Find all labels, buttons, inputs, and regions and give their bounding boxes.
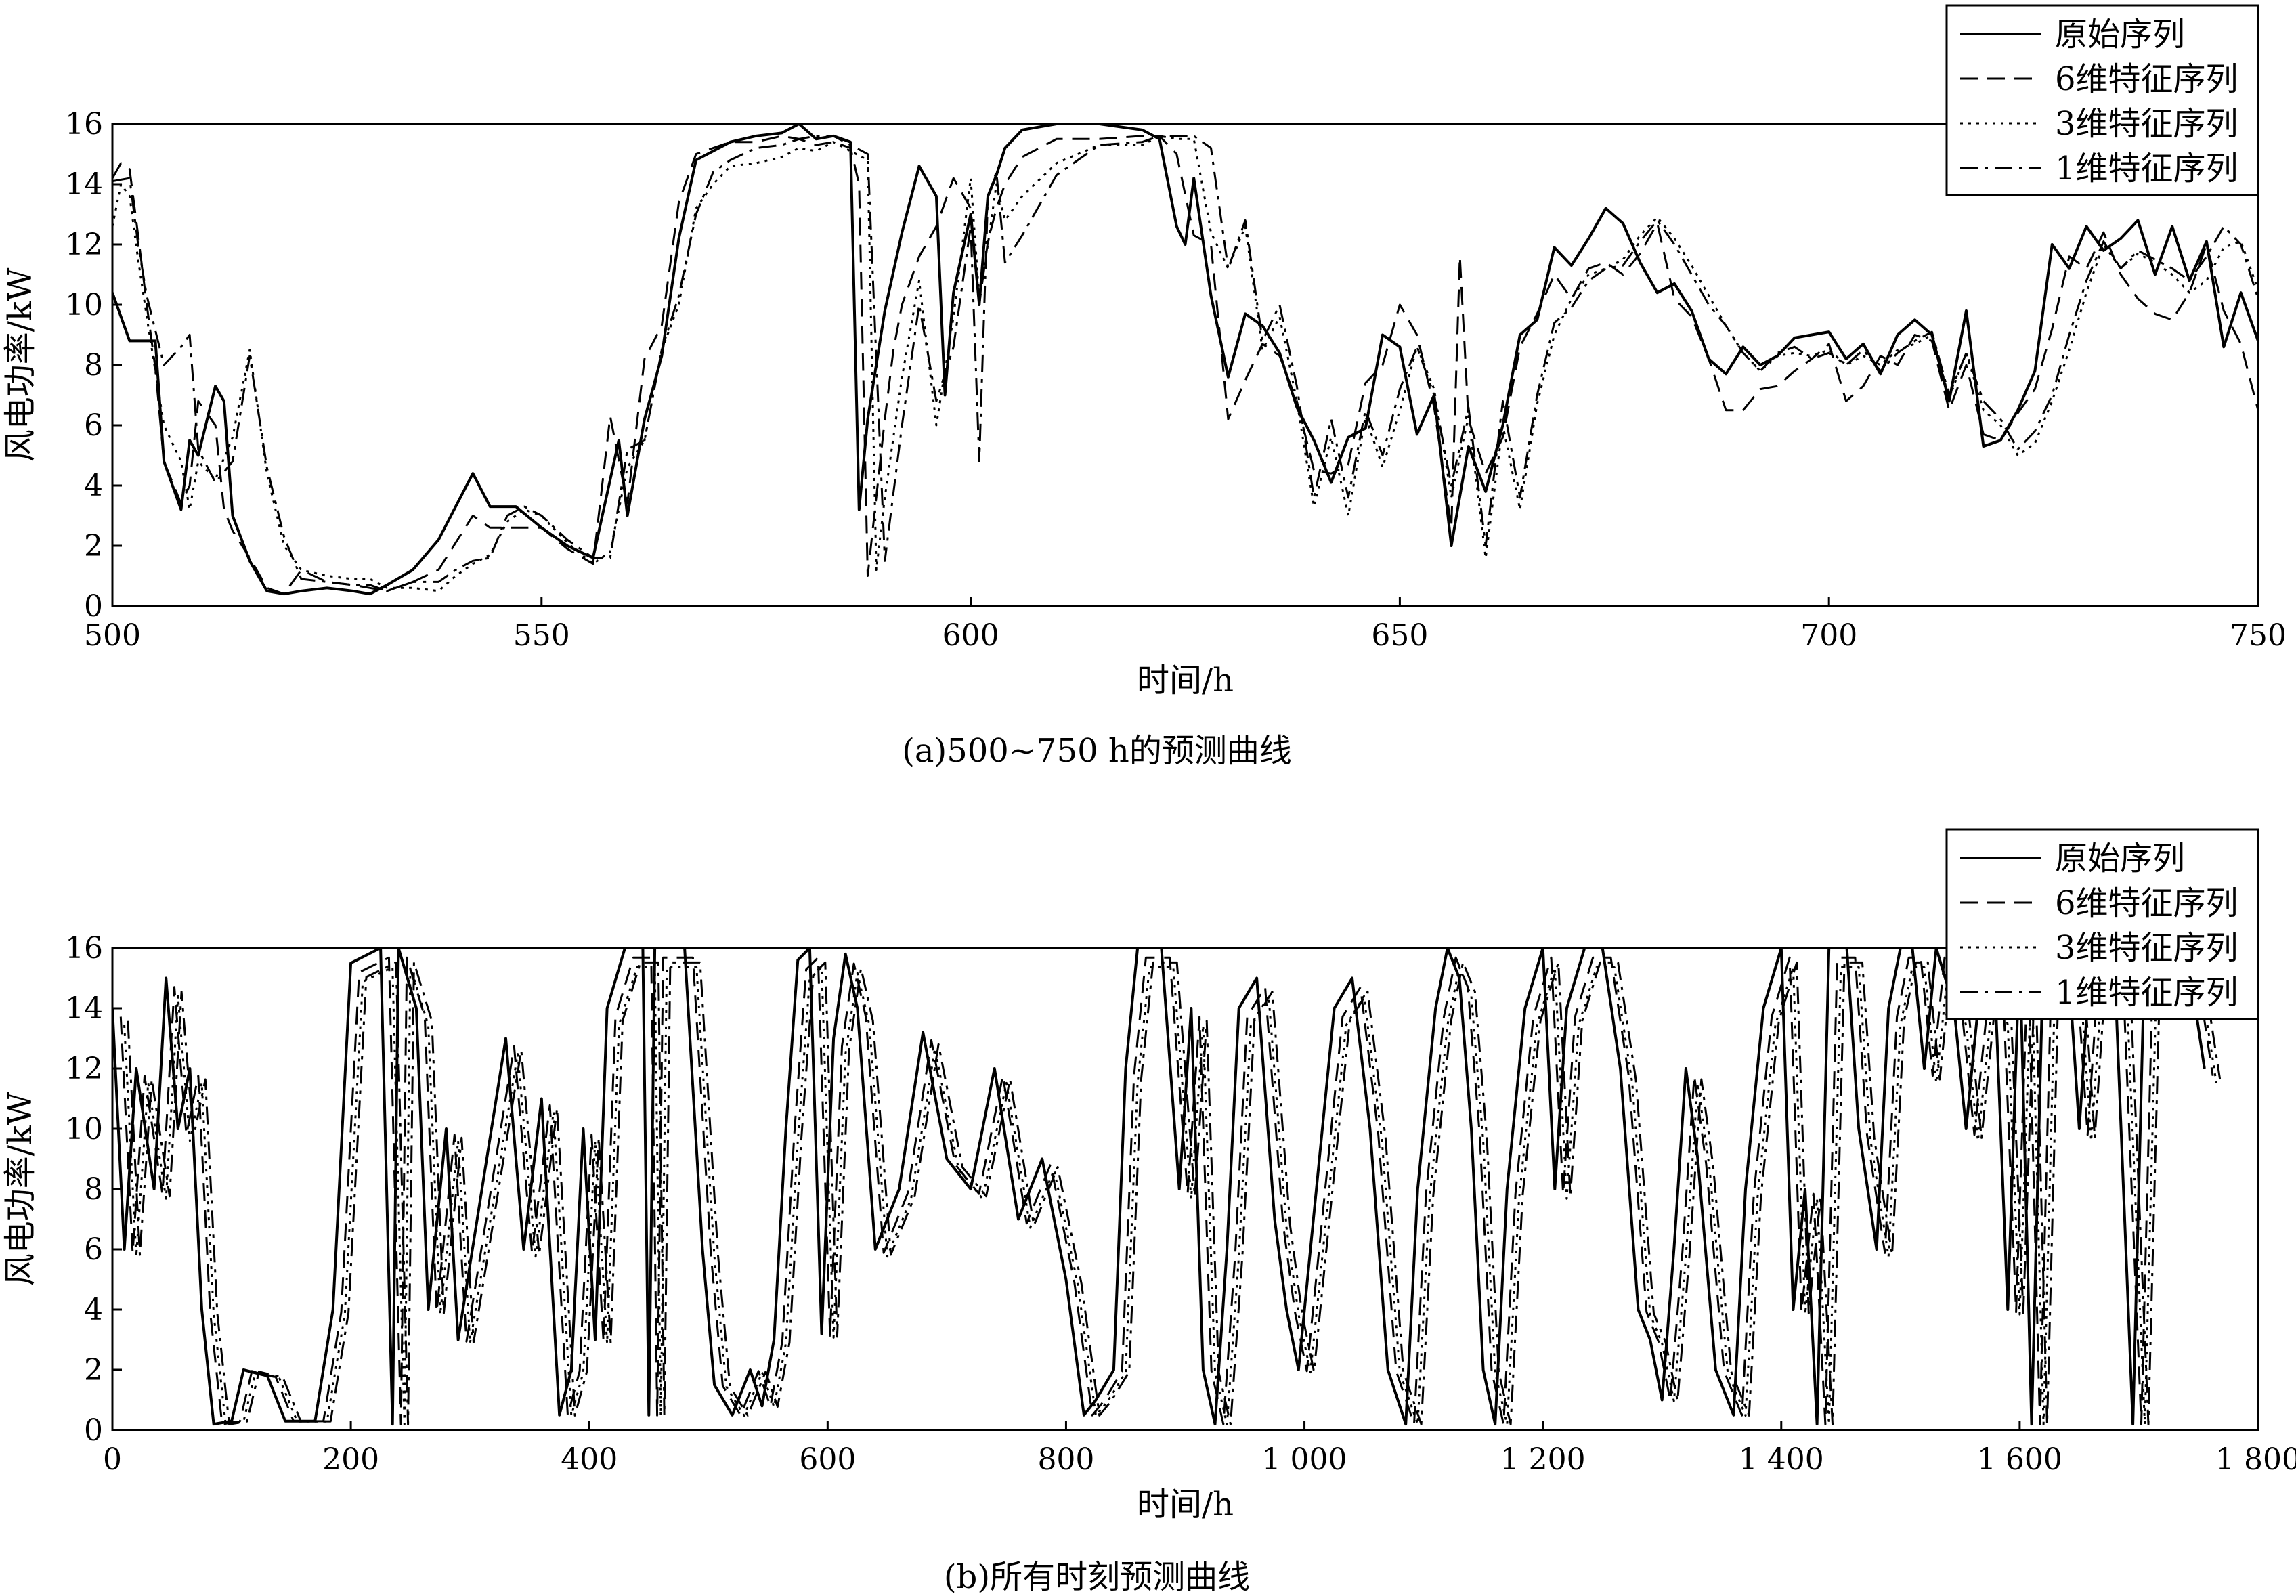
- chart-panel-b: 0 200 400 600 800 1 000 1 200 1 400 1 600 1 800 0 2…: [1, 828, 2296, 1524]
- x-tick-label: 550: [513, 618, 570, 653]
- x-tick-label: 1 000: [1262, 1442, 1347, 1477]
- y-tick-label: 12: [65, 1052, 103, 1086]
- x-tick-label: 800: [1037, 1442, 1094, 1477]
- series-line-3: [112, 135, 2258, 592]
- y-tick-label: 2: [84, 1353, 103, 1387]
- caption-b: (b)所有时刻预测曲线: [944, 1558, 1250, 1596]
- legend-box: [1945, 828, 2259, 1020]
- y-tick-label: 14: [65, 167, 103, 202]
- x-tick-label: 1 600: [1977, 1442, 2062, 1477]
- legend-label-3: 3维特征序列: [2055, 105, 2238, 143]
- x-tick-label: 500: [84, 618, 141, 653]
- legend-box: [1945, 4, 2259, 196]
- series-line-2: [112, 135, 2258, 595]
- x-tick-label: 1 800: [2215, 1442, 2296, 1477]
- y-tick-label: 6: [84, 1232, 103, 1267]
- x-tick-label: 600: [799, 1442, 856, 1477]
- x-axis-title: 时间/h: [1137, 662, 1234, 699]
- y-tick-label: 14: [65, 991, 103, 1026]
- x-tick-label: 0: [103, 1442, 122, 1477]
- legend-label-4: 1维特征序列: [2055, 974, 2238, 1012]
- series-line-1: [112, 124, 2258, 596]
- series-line-2: [119, 956, 2214, 1425]
- y-tick-label: 8: [84, 348, 103, 383]
- x-tick-label: 1 400: [1739, 1442, 1824, 1477]
- x-tick-label: 700: [1800, 618, 1857, 653]
- y-tick-label: 4: [84, 1293, 103, 1327]
- x-tick-label: 750: [2230, 618, 2287, 653]
- chart-panel-a: 500 550 600 650 700 750 0 2 4 6 8 10 12 14 16 时间/h 风电功率/…: [1, 4, 2287, 699]
- series-line-4: [112, 135, 2258, 592]
- legend-label-3: 3维特征序列: [2055, 929, 2238, 967]
- x-tick-label: 1 200: [1500, 1442, 1586, 1477]
- y-tick-label: 2: [84, 529, 103, 563]
- legend-label-4: 1维特征序列: [2055, 150, 2238, 188]
- series-line-4: [127, 961, 2222, 1425]
- y-tick-label: 6: [84, 408, 103, 443]
- y-tick-label: 8: [84, 1172, 103, 1207]
- legend-label-1: 原始序列: [2055, 840, 2185, 878]
- y-tick-label: 12: [65, 228, 103, 262]
- legend-label-2: 6维特征序列: [2055, 884, 2238, 922]
- y-tick-label: 10: [65, 1112, 103, 1146]
- y-tick-label: 0: [84, 1413, 103, 1448]
- legend-label-2: 6维特征序列: [2055, 60, 2238, 98]
- x-tick-label: 200: [322, 1442, 379, 1477]
- y-axis-title: 风电功率/kW: [1, 1092, 39, 1286]
- y-axis-title: 风电功率/kW: [1, 267, 39, 462]
- y-tick-label: 4: [84, 469, 103, 503]
- y-tick-label: 16: [65, 931, 103, 966]
- x-tick-label: 650: [1371, 618, 1428, 653]
- y-tick-label: 16: [65, 107, 103, 142]
- series-line-1: [112, 948, 2206, 1426]
- plot-frame-a: [111, 123, 2259, 607]
- caption-a: (a)500~750 h的预测曲线: [902, 732, 1292, 770]
- series-group: [112, 948, 2222, 1426]
- x-axis-title: 时间/h: [1137, 1486, 1234, 1524]
- y-tick-label: 10: [65, 288, 103, 322]
- series-group: [112, 124, 2258, 596]
- y-tick-label: 0: [84, 589, 103, 624]
- x-tick-label: 400: [561, 1442, 618, 1477]
- x-tick-label: 600: [943, 618, 999, 653]
- legend-label-1: 原始序列: [2055, 16, 2185, 53]
